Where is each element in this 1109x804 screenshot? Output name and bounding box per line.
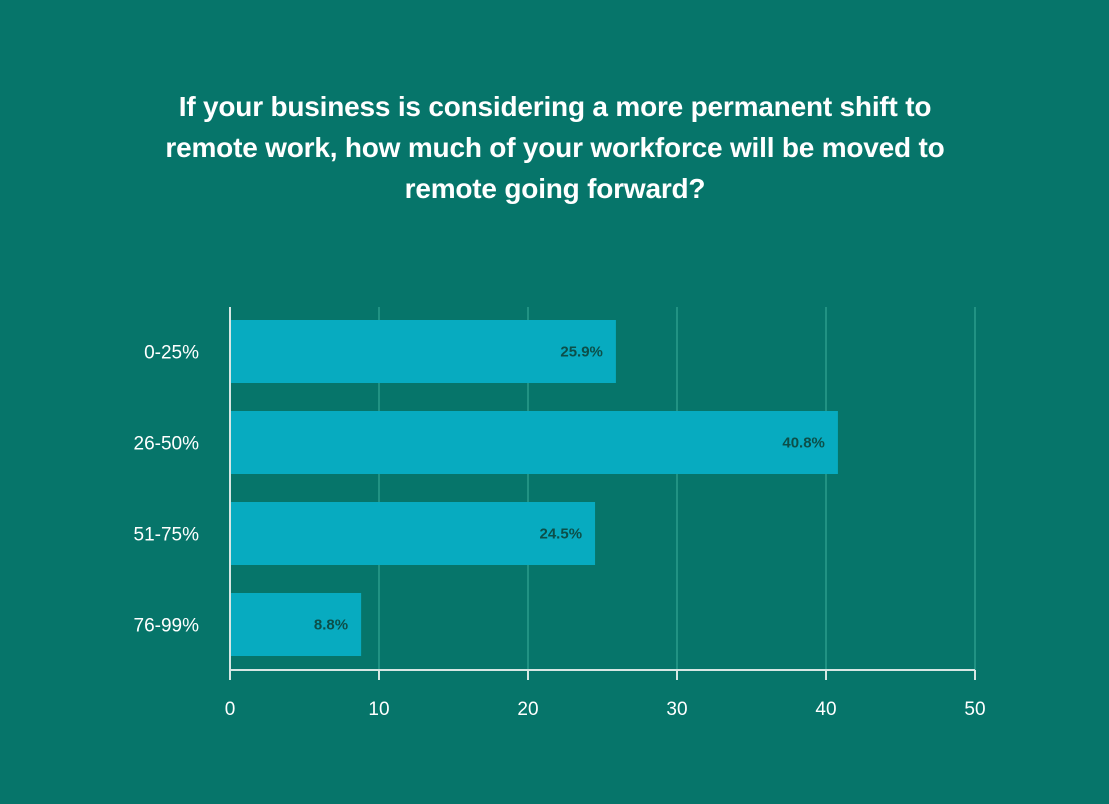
data-label: 25.9% <box>560 344 603 361</box>
bar <box>230 411 838 474</box>
x-tick-label: 20 <box>517 699 538 720</box>
x-tick-label: 10 <box>368 699 389 720</box>
data-label: 24.5% <box>540 526 583 543</box>
x-tick-label: 40 <box>815 699 836 720</box>
data-label: 40.8% <box>782 435 825 452</box>
data-label: 8.8% <box>314 617 348 634</box>
category-label: 51-75% <box>134 525 200 546</box>
x-tick-label: 0 <box>225 699 236 720</box>
category-label: 76-99% <box>134 616 200 637</box>
x-tick-label: 50 <box>964 699 985 720</box>
x-tick-label: 30 <box>666 699 687 720</box>
chart-title: If your business is considering a more p… <box>165 91 945 204</box>
bar <box>230 502 596 565</box>
bar <box>230 593 362 656</box>
category-label: 0-25% <box>144 343 199 364</box>
category-label: 26-50% <box>134 434 200 455</box>
bar <box>230 320 616 383</box>
